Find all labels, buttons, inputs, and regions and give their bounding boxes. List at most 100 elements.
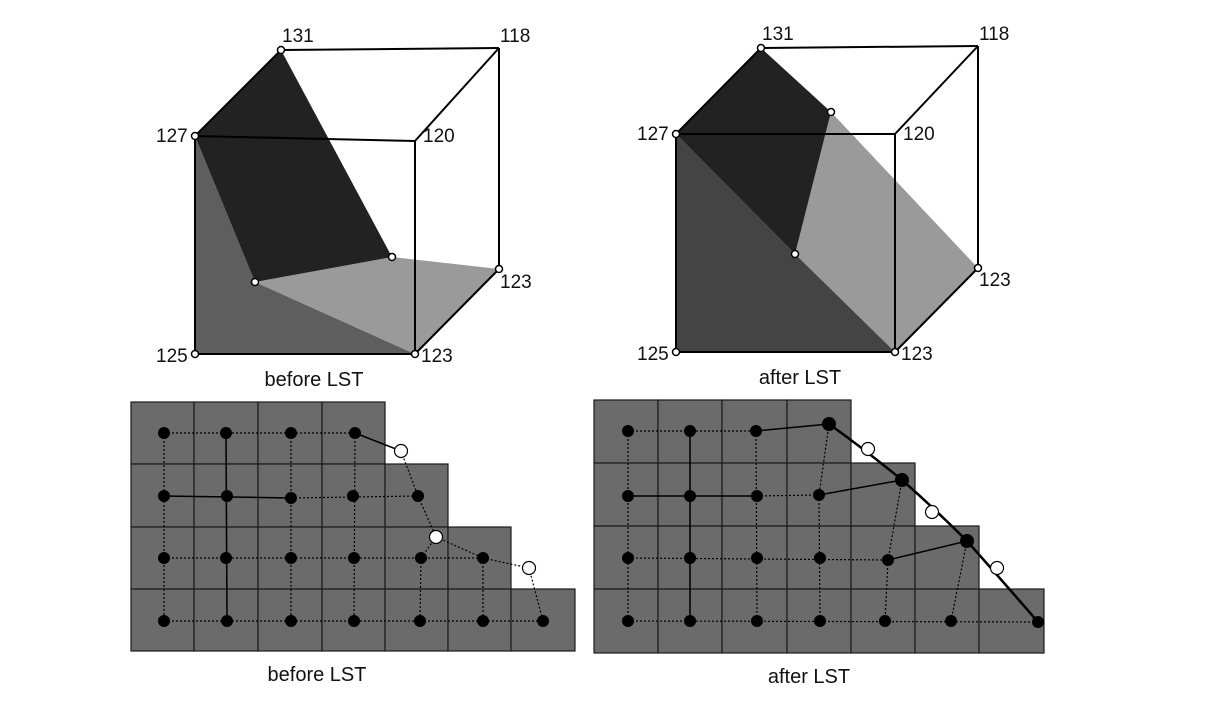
grid-node [415,552,427,564]
label-123-bottom: 123 [421,346,453,367]
grid-node [684,425,696,437]
caption-bottom-left: before LST [268,664,367,686]
grid-node [882,554,894,566]
grid-node [1032,616,1044,628]
cube-vertices [671,43,983,357]
grid-nodes [622,417,1044,628]
grid-node [622,425,634,437]
grid-cells [593,399,1045,654]
grid-node [348,552,360,564]
open-node [924,504,940,520]
vertex-127 [190,131,200,141]
grid-node [285,552,297,564]
grid-node [879,615,891,627]
grid-node [158,552,170,564]
vertex-inner-b [790,249,800,259]
grid-node [347,490,359,502]
open-node [521,560,537,576]
label-131: 131 [762,24,794,45]
cube-left-face [676,134,895,352]
vertex-inner-a [250,277,260,287]
cube-before-lst: 131 118 127 120 123 125 123 before LST [156,26,532,391]
vertex-inner-b [387,252,397,262]
cube-vertices [190,45,504,359]
grid-node [813,489,825,501]
grid-node [285,615,297,627]
open-nodes [860,441,1005,576]
grid-node [220,427,232,439]
grid-node [814,552,826,564]
label-120: 120 [903,124,935,145]
grid-node [751,615,763,627]
vertex-127 [671,129,681,139]
grid-node [221,615,233,627]
grid-node [960,534,974,548]
grid-node [684,552,696,564]
caption-top-right: after LST [759,367,841,389]
grid-node [684,490,696,502]
grid-node [945,615,957,627]
open-node [989,560,1005,576]
vertex-inner-a [826,107,836,117]
grid-node [751,552,763,564]
label-123-right: 123 [500,272,532,293]
label-125: 125 [156,346,188,367]
grid-node [684,615,696,627]
grid-node [158,615,170,627]
cube-after-lst: 131 118 127 120 123 125 123 after LST [637,24,1011,389]
label-118: 118 [500,26,530,47]
open-node [860,441,876,457]
grid-node [285,492,297,504]
grid-node [412,490,424,502]
cube-left-face [195,136,415,354]
grid-before-lst: before LST [130,401,576,686]
grid-node [822,417,836,431]
vertex-125 [671,347,681,357]
vertex-131 [276,45,286,55]
vertex-123-right [973,263,983,273]
grid-node [477,615,489,627]
cube-edges [194,47,500,355]
cube-dark-face [676,48,831,254]
solid-links [628,423,968,621]
label-131: 131 [282,26,314,47]
grid-node [895,473,909,487]
grid-node [158,490,170,502]
grid-node [158,427,170,439]
grid-node [348,615,360,627]
grid-node [477,552,489,564]
cube-light-face [795,112,978,352]
open-nodes [393,443,537,576]
label-123-right: 123 [979,270,1011,291]
label-123-bottom: 123 [901,344,933,365]
grid-node [285,427,297,439]
cube-dark-face [195,50,392,282]
grid-node [221,490,233,502]
caption-top-left: before LST [265,369,364,391]
open-node [393,443,409,459]
cube-edges [675,45,979,353]
vertex-131 [756,43,766,53]
label-118: 118 [979,24,1009,45]
grid-node [622,615,634,627]
vertex-123-bottom [890,347,900,357]
grid-node [414,615,426,627]
vertex-123-bottom [410,349,420,359]
grid-node [622,490,634,502]
vertex-125 [190,349,200,359]
grid-cells [130,401,576,652]
vertex-123-right [494,264,504,274]
label-127: 127 [637,124,669,145]
open-node [428,529,444,545]
label-125: 125 [637,344,669,365]
grid-nodes [158,427,549,627]
grid-node [220,552,232,564]
label-120: 120 [423,126,455,147]
grid-node [751,490,763,502]
grid-node [537,615,549,627]
caption-bottom-right: after LST [768,666,850,688]
grid-after-lst: after LST [593,399,1045,688]
grid-node [622,552,634,564]
